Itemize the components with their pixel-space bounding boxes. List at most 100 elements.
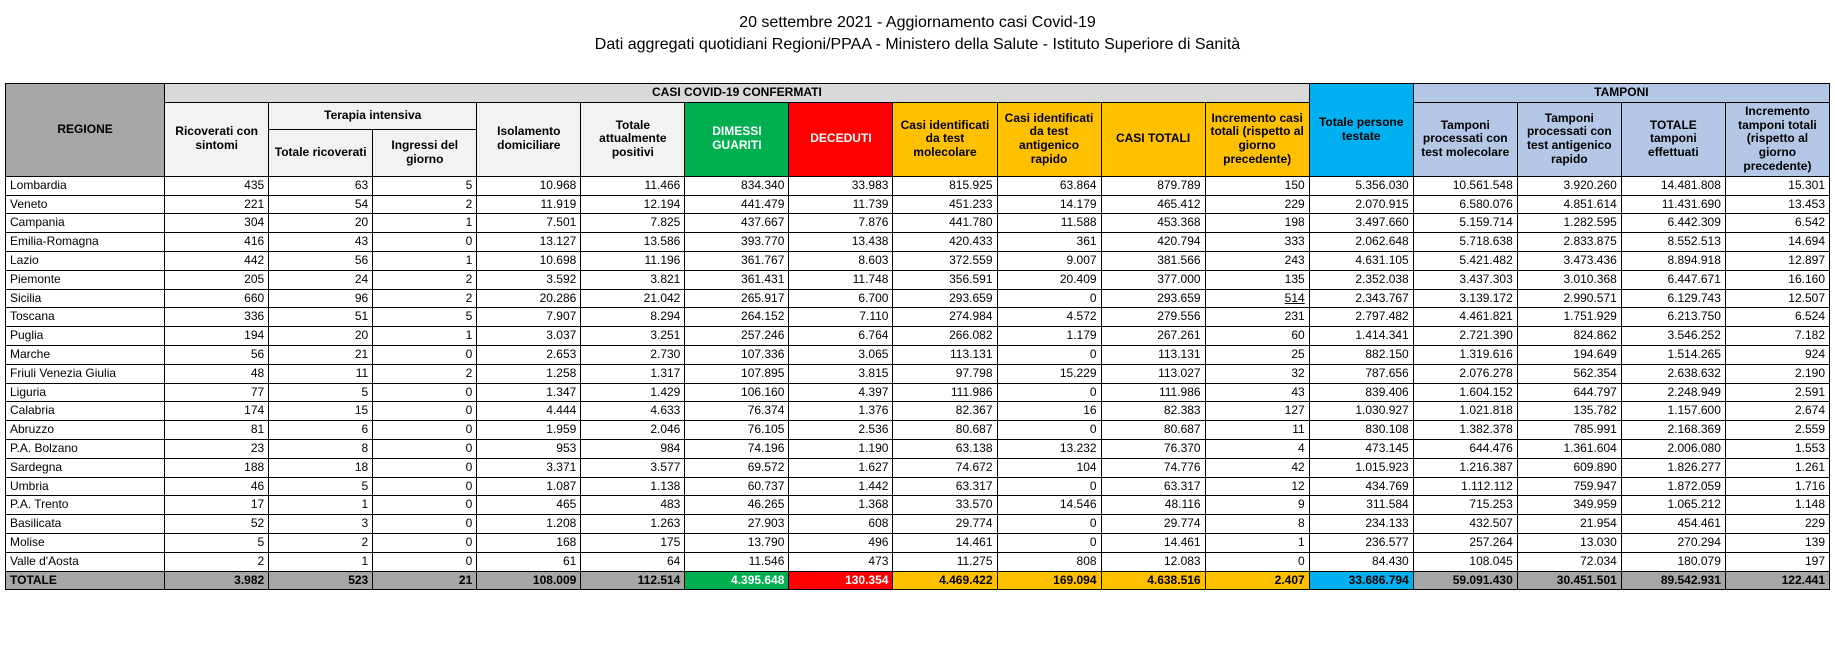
total-cell: TOTALE xyxy=(6,571,165,590)
table-row: Toscana3365157.9078.294264.1527.110274.9… xyxy=(6,308,1830,327)
cell: 13.453 xyxy=(1725,195,1829,214)
total-cell: 4.395.648 xyxy=(685,571,789,590)
cell: 3.592 xyxy=(477,270,581,289)
hdr-terapia-tot: Totale ricoverati xyxy=(269,129,373,176)
cell: 48.116 xyxy=(1101,496,1205,515)
cell: 304 xyxy=(165,214,269,233)
cell: 267.261 xyxy=(1101,327,1205,346)
cell: 0 xyxy=(373,421,477,440)
cell: 1 xyxy=(373,251,477,270)
table-row: Molise52016817513.79049614.461014.461123… xyxy=(6,533,1830,552)
table-row: Campania3042017.5017.825437.6677.876441.… xyxy=(6,214,1830,233)
cell: 1.258 xyxy=(477,364,581,383)
title-date: 20 settembre 2021 - Aggiornamento casi C… xyxy=(0,14,1835,32)
hdr-casi-tot: CASI TOTALI xyxy=(1101,102,1205,176)
cell: 1.382.378 xyxy=(1413,421,1517,440)
cell: 6.580.076 xyxy=(1413,195,1517,214)
cell: Valle d'Aosta xyxy=(6,552,165,571)
cell: 984 xyxy=(581,439,685,458)
total-cell: 112.514 xyxy=(581,571,685,590)
cell: 1.751.929 xyxy=(1517,308,1621,327)
table-row: Calabria1741504.4444.63376.3741.37682.36… xyxy=(6,402,1830,421)
cell: 274.984 xyxy=(893,308,997,327)
cell: 377.000 xyxy=(1101,270,1205,289)
cell: 43 xyxy=(269,233,373,252)
cell: 1.347 xyxy=(477,383,581,402)
cell: 4.631.105 xyxy=(1309,251,1413,270)
cell: Marche xyxy=(6,345,165,364)
hdr-tamp-ant: Tamponi processati con test antigenico r… xyxy=(1517,102,1621,176)
hdr-isolamento: Isolamento domiciliare xyxy=(477,102,581,176)
cell: 3.437.303 xyxy=(1413,270,1517,289)
cell: 279.556 xyxy=(1101,308,1205,327)
cell: 9 xyxy=(1205,496,1309,515)
cell: 197 xyxy=(1725,552,1829,571)
cell: 715.253 xyxy=(1413,496,1517,515)
cell: 108.045 xyxy=(1413,552,1517,571)
table-row: Basilicata52301.2081.26327.90360829.7740… xyxy=(6,515,1830,534)
cell: 56 xyxy=(269,251,373,270)
cell: 6 xyxy=(269,421,373,440)
covid-data-table: REGIONE CASI COVID-19 CONFERMATI Totale … xyxy=(5,83,1830,590)
cell: 11.919 xyxy=(477,195,581,214)
cell: 107.895 xyxy=(685,364,789,383)
cell: 0 xyxy=(373,383,477,402)
cell: 2.536 xyxy=(789,421,893,440)
cell: 21.042 xyxy=(581,289,685,308)
cell: 6.764 xyxy=(789,327,893,346)
cell: 785.991 xyxy=(1517,421,1621,440)
cell: 257.264 xyxy=(1413,533,1517,552)
cell: 0 xyxy=(373,515,477,534)
cell: 7.501 xyxy=(477,214,581,233)
cell: Sicilia xyxy=(6,289,165,308)
cell: 5.356.030 xyxy=(1309,176,1413,195)
cell: 6.213.750 xyxy=(1621,308,1725,327)
cell: 420.433 xyxy=(893,233,997,252)
table-row-total: TOTALE3.98252321108.009112.5144.395.6481… xyxy=(6,571,1830,590)
cell: 20 xyxy=(269,327,373,346)
cell: 7.876 xyxy=(789,214,893,233)
cell: 2.990.571 xyxy=(1517,289,1621,308)
cell: 2.190 xyxy=(1725,364,1829,383)
cell: 1.261 xyxy=(1725,458,1829,477)
cell: 1.021.818 xyxy=(1413,402,1517,421)
cell: 74.196 xyxy=(685,439,789,458)
cell: 435 xyxy=(165,176,269,195)
cell: 1.514.265 xyxy=(1621,345,1725,364)
cell: 13.030 xyxy=(1517,533,1621,552)
cell: 81 xyxy=(165,421,269,440)
cell: 1 xyxy=(269,496,373,515)
cell: 7.110 xyxy=(789,308,893,327)
total-cell: 122.441 xyxy=(1725,571,1829,590)
cell: 1.112.112 xyxy=(1413,477,1517,496)
cell: 11.196 xyxy=(581,251,685,270)
total-cell: 169.094 xyxy=(997,571,1101,590)
cell: 3.497.660 xyxy=(1309,214,1413,233)
cell: 473 xyxy=(789,552,893,571)
table-row: Marche562102.6532.730107.3363.065113.131… xyxy=(6,345,1830,364)
cell: 236.577 xyxy=(1309,533,1413,552)
cell: 257.246 xyxy=(685,327,789,346)
cell: 6.524 xyxy=(1725,308,1829,327)
cell: 0 xyxy=(997,421,1101,440)
cell: 0 xyxy=(997,515,1101,534)
cell: 18 xyxy=(269,458,373,477)
total-cell: 33.686.794 xyxy=(1309,571,1413,590)
cell: 1.604.152 xyxy=(1413,383,1517,402)
cell: 441.780 xyxy=(893,214,997,233)
total-cell: 4.469.422 xyxy=(893,571,997,590)
cell: 483 xyxy=(581,496,685,515)
cell: 3.920.260 xyxy=(1517,176,1621,195)
cell: 834.340 xyxy=(685,176,789,195)
cell: 21.954 xyxy=(1517,515,1621,534)
total-cell: 59.091.430 xyxy=(1413,571,1517,590)
cell: 1.959 xyxy=(477,421,581,440)
cell: 198 xyxy=(1205,214,1309,233)
cell: 441.479 xyxy=(685,195,789,214)
cell: 2.248.949 xyxy=(1621,383,1725,402)
cell: 2.343.767 xyxy=(1309,289,1413,308)
cell: 33.570 xyxy=(893,496,997,515)
total-cell: 108.009 xyxy=(477,571,581,590)
table-row: Lazio44256110.69811.196361.7678.603372.5… xyxy=(6,251,1830,270)
cell: 4 xyxy=(1205,439,1309,458)
